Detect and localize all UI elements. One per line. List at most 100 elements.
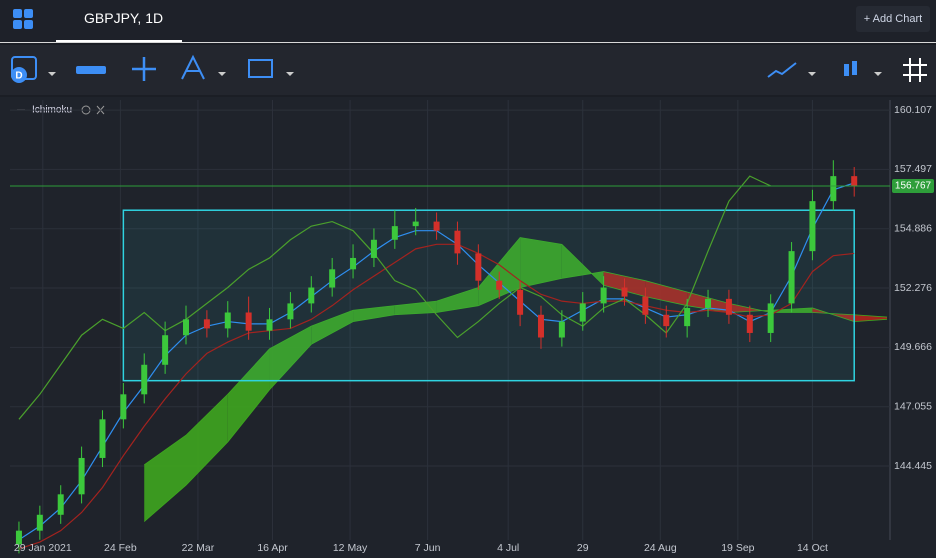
date-tool[interactable]: D — [11, 56, 56, 83]
add-chart-button[interactable]: + Add Chart — [856, 6, 930, 32]
grid-tool[interactable] — [903, 58, 927, 82]
crosshair-tool[interactable] — [132, 57, 156, 81]
candle-body — [537, 314, 544, 338]
x-tick-label: 24 Aug — [644, 542, 677, 554]
candle-body — [851, 176, 858, 186]
cloud-segment — [227, 348, 270, 443]
candle-body — [308, 287, 315, 304]
y-tick-label: 154.886 — [894, 223, 932, 235]
cloud-segment — [394, 301, 437, 315]
cloud-segment — [436, 287, 479, 313]
cloud-segment — [603, 271, 646, 297]
x-tick-label: 24 Feb — [104, 542, 137, 554]
y-tick-label: 149.666 — [894, 341, 932, 353]
cloud-segment — [520, 237, 562, 288]
y-tick-label: 147.055 — [894, 400, 932, 412]
candle-body — [287, 303, 294, 320]
candle-body — [412, 221, 419, 227]
candle-body — [36, 514, 43, 531]
candle-body — [830, 176, 837, 202]
candle-body — [78, 457, 85, 495]
date-icon-letter: D — [15, 71, 22, 82]
last-price-box — [892, 178, 934, 193]
draw-tool[interactable] — [181, 54, 226, 80]
cloud-segment — [728, 303, 771, 313]
candle-body — [99, 419, 106, 458]
menu-icon[interactable] — [0, 0, 50, 42]
x-tick-label: 29 Jan 2021 — [14, 542, 72, 554]
indicator-label: Ichimoku — [32, 105, 72, 116]
candle-body — [266, 319, 273, 331]
drawn-rectangle — [122, 209, 855, 382]
y-tick-label: 160.107 — [894, 104, 932, 116]
x-tick-label: 4 Jul — [497, 542, 519, 554]
candle-body — [203, 319, 210, 329]
cloud-segment — [144, 435, 186, 522]
chart-tab[interactable]: GBPJPY, 1D — [84, 10, 164, 26]
candle-body — [15, 530, 22, 545]
candle-body — [57, 494, 64, 515]
x-tick-label: 7 Jun — [415, 542, 441, 554]
candle-body — [663, 314, 670, 327]
candle-body — [391, 226, 398, 240]
cloud-segment — [311, 310, 354, 345]
x-tick-label: 19 Sep — [721, 542, 754, 554]
cloud-segment — [561, 244, 604, 286]
shape-tool[interactable] — [248, 59, 294, 78]
toolbar: D — [0, 45, 936, 95]
indicator-settings[interactable] — [81, 105, 91, 115]
cloud-segment — [353, 305, 395, 322]
candle-body — [725, 298, 732, 315]
candle-body — [162, 335, 169, 365]
cloud-segment — [645, 280, 688, 306]
candle-body — [788, 251, 795, 304]
candle-body — [579, 303, 586, 322]
cloud-segment — [854, 314, 888, 322]
candle-body — [183, 319, 189, 336]
candle-body — [767, 303, 774, 333]
cloud-segment — [687, 292, 729, 313]
candle-body — [558, 321, 565, 338]
candle-body — [809, 201, 816, 252]
candle-body — [329, 269, 336, 288]
candle-body — [433, 221, 440, 231]
x-tick-label: 16 Apr — [257, 542, 288, 554]
candle-body — [496, 280, 503, 290]
candle-body — [370, 239, 377, 258]
tab-underline — [56, 40, 182, 42]
candle-body — [684, 307, 691, 327]
chart-type-tool[interactable] — [844, 61, 882, 76]
x-tick-label: 12 May — [333, 542, 368, 554]
cloud-segment — [269, 326, 312, 390]
measure-tool[interactable] — [76, 66, 106, 74]
y-tick-label: 157.497 — [894, 163, 932, 175]
cloud-segment — [186, 394, 228, 486]
indicator-tool[interactable] — [767, 62, 816, 78]
last-price-label: 156.767 — [895, 181, 932, 192]
cloud-segment — [770, 307, 813, 313]
candle-body — [475, 253, 482, 281]
indicator-line — [18, 243, 855, 550]
candle-body — [141, 364, 148, 395]
cloud-segment — [478, 237, 521, 306]
candle-body — [350, 257, 357, 270]
indicator-line — [18, 182, 855, 541]
candle-body — [705, 298, 712, 308]
chart-background — [0, 97, 936, 558]
cloud-segment — [812, 307, 855, 322]
candle-body — [224, 312, 231, 329]
candle-body — [746, 314, 753, 333]
candle-body — [245, 312, 252, 331]
indicator-close[interactable] — [96, 105, 105, 115]
cloud-line — [144, 237, 888, 466]
y-tick-label: 144.445 — [894, 460, 932, 472]
top-bar: GBPJPY, 1D + Add Chart — [0, 0, 936, 43]
candle-body — [621, 287, 628, 297]
candle-body — [517, 289, 524, 315]
candle-body — [642, 296, 649, 315]
cloud-line — [143, 271, 888, 522]
candle-body — [454, 230, 461, 254]
x-tick-label: 22 Mar — [182, 542, 215, 554]
plot-area — [10, 100, 890, 554]
